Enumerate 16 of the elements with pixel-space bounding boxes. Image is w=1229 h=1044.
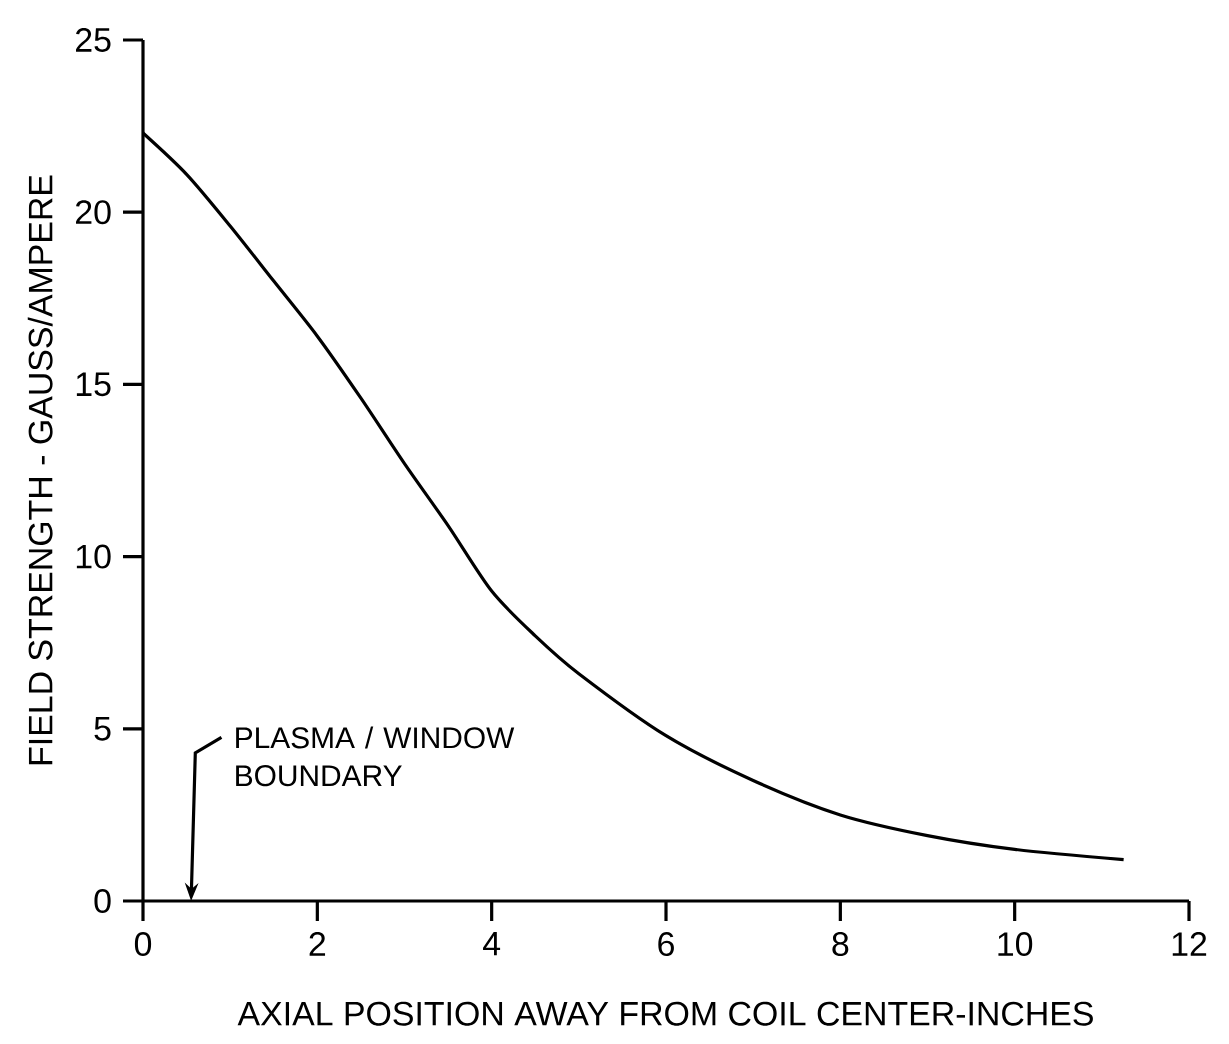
annotation: PLASMA / WINDOW BOUNDARY	[236, 726, 515, 787]
y-tick-label: 15	[76, 372, 111, 397]
x-tick-label: 0	[134, 932, 152, 957]
x-tick-label: 12	[1172, 932, 1207, 956]
x-axis-title: AXIAL POSITION AWAY FROM COIL CENTER-INCHES	[237, 1001, 1093, 1026]
x-tick-label: 2	[309, 932, 326, 956]
y-tick-label: 20	[76, 200, 111, 225]
x-tick-label: 10	[998, 932, 1033, 957]
x-tick-label: 6	[658, 932, 674, 957]
x-tick-label: 4	[483, 932, 501, 956]
y-axis-title: FIELD STRENGTH - GAUSS/AMPERE	[27, 175, 53, 765]
y-tick-label: 5	[94, 716, 111, 741]
x-tick-label: 8	[832, 932, 849, 957]
y-tick-label: 0	[94, 889, 111, 913]
y-tick-label: 10	[76, 544, 111, 569]
y-tick-label: 25	[76, 27, 111, 52]
